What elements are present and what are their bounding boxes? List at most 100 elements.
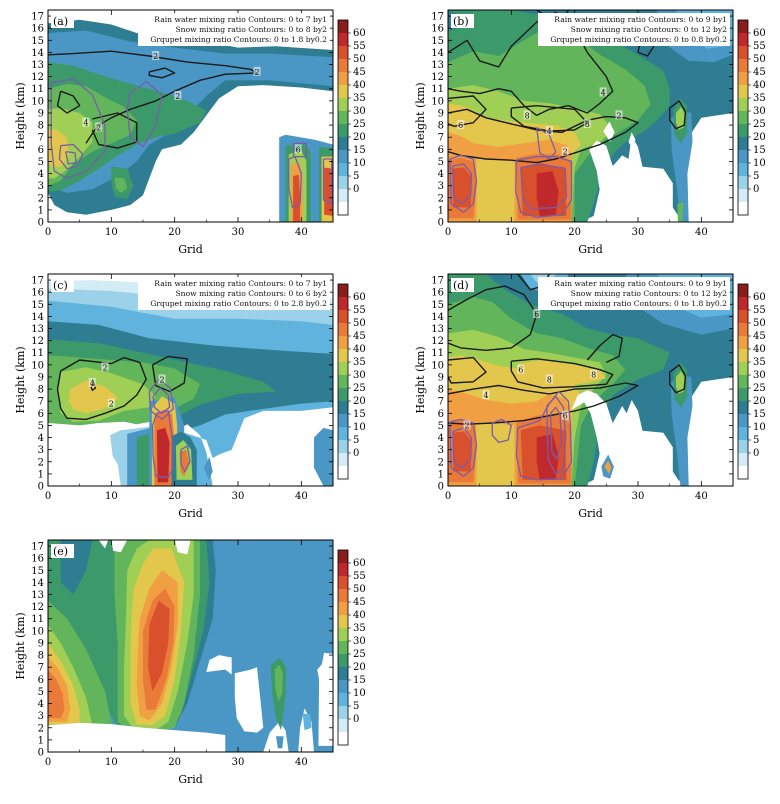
y-tick-label: 0: [38, 482, 44, 493]
graupel-contour: [152, 387, 171, 414]
colorbar-swatch: [338, 388, 348, 401]
colorbar-tick-label: 15: [353, 145, 366, 156]
y-tick-label: 12: [431, 336, 444, 347]
colorbar-swatch: [738, 440, 748, 453]
colorbar-tick-label: 15: [353, 675, 366, 686]
plot-frame: [47, 273, 334, 487]
colorbar-swatch: [738, 124, 748, 137]
colorbar-tick-label: 30: [753, 106, 766, 117]
colorbar-swatch: [338, 667, 348, 680]
y-tick-label: 16: [31, 288, 44, 299]
panel-label: (d): [453, 279, 469, 292]
colorbar-tick-label: 15: [753, 145, 766, 156]
y-tick-label: 9: [38, 108, 44, 119]
reflectivity-region-empty: [571, 390, 672, 484]
colorbar-swatch: [738, 297, 748, 310]
contour-label-bg: [583, 118, 591, 128]
colorbar-swatch: [338, 349, 348, 362]
colorbar-swatch: [338, 453, 348, 466]
colorbar-tick-label: 0: [353, 714, 359, 725]
y-axis-label: Height (km): [14, 82, 27, 149]
colorbar-tick-label: 55: [353, 571, 366, 582]
graupel-contour: [546, 395, 567, 475]
colorbar-swatch: [338, 72, 348, 85]
colorbar-swatch: [738, 72, 748, 85]
y-tick-label: 14: [431, 48, 444, 59]
colorbar-swatch: [738, 362, 748, 375]
colorbar-tick-label: 40: [353, 80, 366, 91]
x-tick-label: 30: [232, 491, 245, 502]
y-tick-label: 0: [38, 218, 44, 229]
x-tick-label: 0: [45, 757, 51, 768]
colorbar-tick-label: 10: [753, 158, 766, 169]
rain-water-contour: [586, 333, 623, 364]
colorbar-tick-label: 20: [753, 396, 766, 407]
colorbar-tick-label: 60: [353, 292, 366, 303]
graupel-contour: [449, 154, 478, 213]
x-axis-label: Grid: [578, 243, 603, 256]
panel-label: (b): [453, 15, 469, 28]
colorbar-tick-label: 15: [353, 409, 366, 420]
colorbar-tick-label: 40: [353, 344, 366, 355]
y-tick-label: 17: [431, 12, 444, 23]
colorbar-swatch: [738, 323, 748, 336]
y-tick-label: 11: [31, 614, 44, 625]
colorbar-tick-label: 20: [353, 396, 366, 407]
colorbar-swatch: [338, 323, 348, 336]
colorbar-swatch: [738, 46, 748, 59]
y-tick-label: 2: [38, 193, 44, 204]
contour-label-bg: [599, 87, 607, 97]
x-tick-label: 20: [568, 491, 581, 502]
y-tick-label: 7: [438, 133, 444, 144]
colorbar-swatch: [338, 85, 348, 98]
x-axis-label: Grid: [178, 243, 203, 256]
y-tick-label: 17: [431, 276, 444, 287]
y-tick-label: 7: [438, 397, 444, 408]
contour-label-bg: [561, 410, 569, 420]
colorbar-tick-label: 55: [753, 305, 766, 316]
x-tick-label: 20: [168, 227, 181, 238]
x-tick-label: 0: [445, 227, 451, 238]
colorbar-swatch: [338, 628, 348, 641]
reflectivity-region-empty: [589, 136, 672, 220]
colorbar-tick-label: 45: [353, 331, 366, 342]
contour-legend-bg: [138, 277, 330, 310]
y-tick-label: 10: [31, 626, 44, 637]
panel-label-bg: [451, 14, 474, 28]
rain-water-contour: [448, 382, 639, 425]
plot-frame: [47, 9, 334, 223]
reflectivity-region-empty: [176, 407, 333, 486]
y-tick-label: 15: [431, 300, 444, 311]
contour-label-bg: [561, 146, 569, 156]
graupel-contour: [451, 163, 473, 205]
graupel-contour: [65, 151, 77, 165]
colorbar-tick-label: 0: [353, 184, 359, 195]
y-tick-label: 2: [438, 193, 444, 204]
graupel-contour: [491, 418, 512, 444]
y-tick-label: 16: [31, 554, 44, 565]
colorbar-tick-label: 25: [753, 119, 766, 130]
y-tick-label: 9: [438, 108, 444, 119]
y-tick-label: 1: [38, 205, 44, 216]
reflectivity-fill: [48, 280, 333, 486]
reflectivity-region-15dbz: [670, 110, 693, 222]
graupel-contour: [322, 158, 333, 205]
y-tick-label: 15: [431, 36, 444, 47]
graupel-contour: [180, 445, 191, 473]
colorbar-swatch: [338, 176, 348, 189]
reflectivity-region-empty: [686, 136, 733, 220]
reflectivity-region-10dbz: [302, 713, 312, 731]
reflectivity-region-15dbz: [314, 427, 333, 486]
x-axis-label: Grid: [178, 507, 203, 520]
reflectivity-region-15dbz: [203, 456, 213, 480]
graupel-contour: [520, 163, 568, 210]
y-tick-label: 7: [38, 663, 44, 674]
contour-label: 2: [159, 375, 164, 384]
graupel-contour: [58, 143, 84, 170]
colorbar-swatch: [338, 375, 348, 388]
x-tick-label: 20: [168, 757, 181, 768]
reflectivity-region-35dbz: [676, 370, 685, 394]
